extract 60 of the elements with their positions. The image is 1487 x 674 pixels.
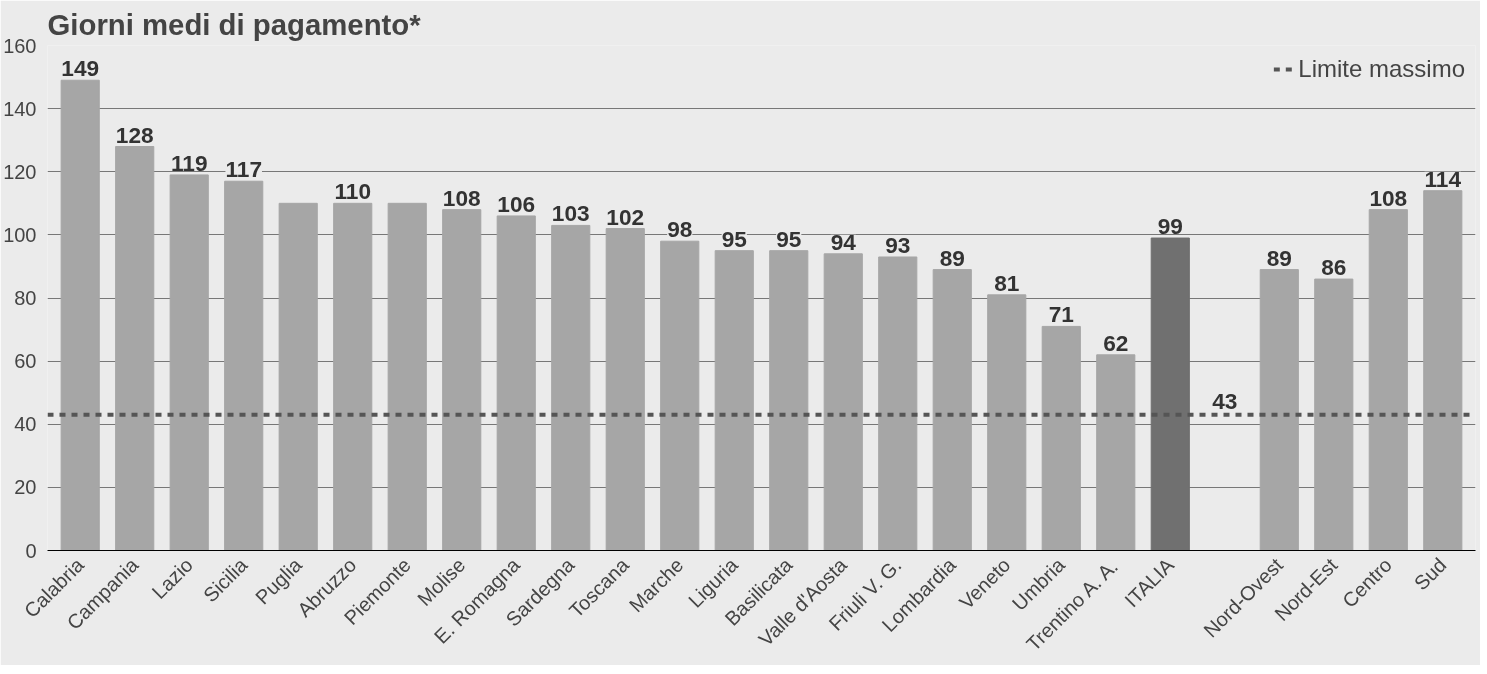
data-label: 98 — [667, 216, 693, 243]
data-label: 103 — [551, 200, 590, 227]
data-label: 149 — [61, 55, 100, 82]
data-label: 94 — [830, 228, 857, 255]
y-tick-label: 40 — [14, 413, 37, 436]
y-tick-label: 160 — [3, 34, 37, 57]
bar — [823, 253, 863, 551]
data-label: 128 — [115, 121, 154, 148]
bar — [551, 224, 591, 551]
data-label: 110 — [334, 178, 372, 205]
data-label: 71 — [1048, 301, 1074, 328]
data-label: 119 — [170, 149, 208, 176]
data-label: 114 — [1424, 165, 1462, 192]
data-label: 99 — [1157, 213, 1183, 240]
y-tick-label: 140 — [3, 97, 37, 120]
data-label: 108 — [1369, 184, 1408, 211]
bar — [115, 146, 155, 551]
y-tick-label: 20 — [14, 476, 37, 499]
bar — [769, 250, 809, 551]
data-label: 86 — [1321, 254, 1347, 281]
y-tick-label: 80 — [14, 287, 37, 309]
y-tick-label: 120 — [3, 160, 37, 183]
bar — [1314, 278, 1354, 551]
data-label: 93 — [885, 231, 911, 258]
y-tick-label: 0 — [25, 539, 37, 562]
bar — [1423, 190, 1463, 551]
data-label: 117 — [225, 156, 262, 183]
bar — [1368, 209, 1408, 551]
annotation: 43 — [1212, 387, 1238, 414]
data-label: 108 — [442, 184, 481, 211]
bar — [60, 79, 100, 551]
bar — [224, 180, 264, 551]
bar — [987, 294, 1027, 551]
bar — [1259, 269, 1299, 551]
bar — [1041, 325, 1081, 551]
bar — [714, 250, 754, 551]
data-label: 89 — [939, 244, 965, 271]
bar — [387, 202, 427, 551]
bar — [496, 215, 536, 551]
legend-label: Limite massimo — [1298, 55, 1465, 83]
data-label: 81 — [994, 269, 1020, 296]
bar — [660, 240, 700, 551]
bar — [605, 228, 645, 551]
bar — [442, 209, 482, 551]
bar — [333, 202, 373, 551]
bar — [1096, 354, 1136, 551]
data-label: 95 — [776, 225, 802, 252]
y-tick-label: 60 — [14, 350, 37, 373]
bar — [878, 256, 918, 551]
chart-title: Giorni medi di pagamento* — [47, 7, 422, 41]
data-label: 89 — [1266, 244, 1292, 271]
bar — [932, 269, 972, 551]
data-label: 102 — [606, 203, 645, 230]
x-tick-label: Sud — [1409, 553, 1451, 595]
y-tick-label: 100 — [3, 223, 37, 246]
data-label: 106 — [497, 190, 536, 217]
bar — [169, 174, 209, 551]
data-label: 95 — [721, 225, 747, 252]
data-label: 62 — [1103, 329, 1129, 356]
bar — [278, 202, 318, 551]
